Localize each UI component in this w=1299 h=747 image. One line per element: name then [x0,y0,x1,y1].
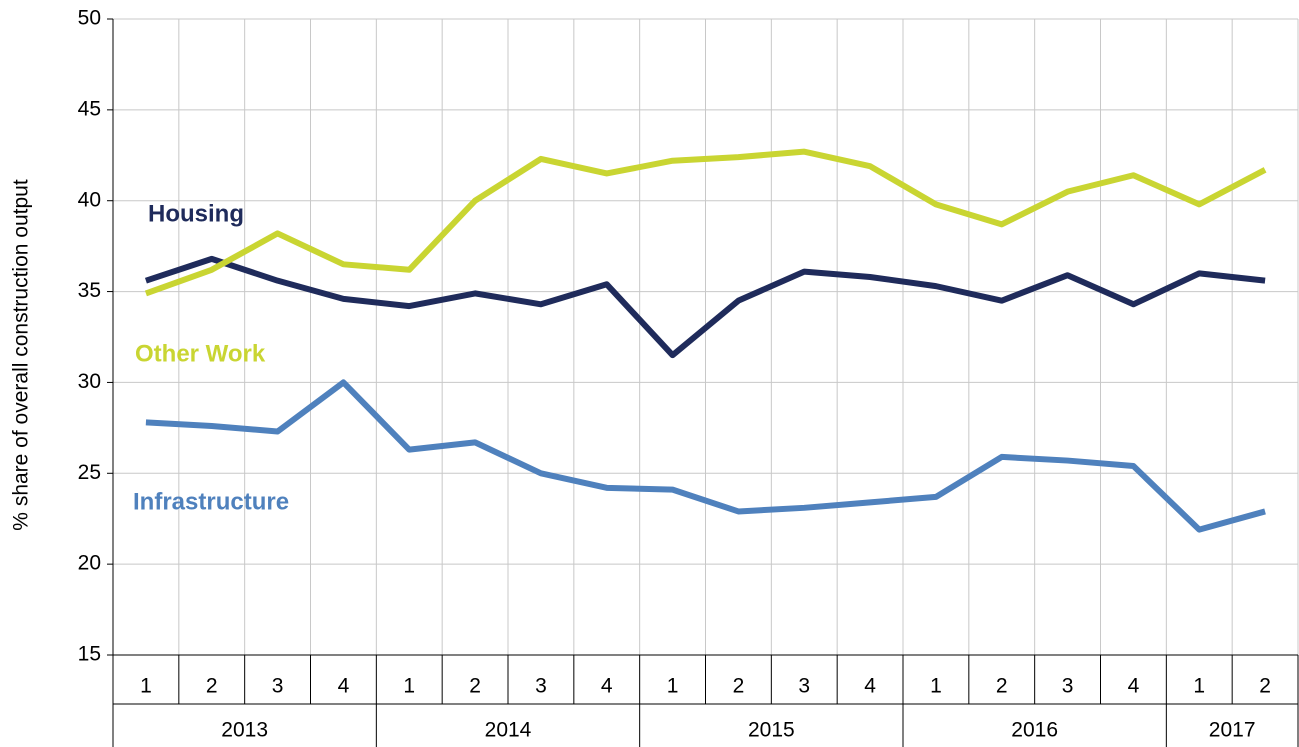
x-tick-label: 1 [667,675,679,698]
x-group-label: 2016 [1011,719,1058,742]
y-tick-label: 40 [78,188,101,211]
series-line [144,255,1266,359]
x-group-label: 2013 [221,719,268,742]
y-tick-label: 20 [78,552,101,575]
x-tick-label: 2 [996,675,1008,698]
series-label: Infrastructure [133,488,289,515]
series-label: Other Work [135,340,266,367]
x-tick-label: 2 [733,675,745,698]
x-tick-label: 3 [798,675,810,698]
x-group-label: 2014 [485,719,532,742]
y-tick-label: 25 [78,461,101,484]
x-tick-label: 4 [1128,675,1140,698]
x-tick-label: 2 [469,675,481,698]
x-tick-label: 1 [930,675,942,698]
y-tick-label: 35 [78,279,101,302]
x-tick-label: 2 [206,675,218,698]
y-tick-label: 45 [78,97,101,120]
y-tick-label: 15 [78,643,101,666]
series-label: Housing [148,200,244,227]
x-tick-label: 1 [403,675,415,698]
x-tick-label: 3 [272,675,284,698]
x-tick-label: 1 [1193,675,1205,698]
series-line [145,379,1266,533]
x-tick-label: 4 [601,675,613,698]
series-line [144,148,1267,297]
x-group-label: 2015 [748,719,795,742]
x-tick-label: 2 [1259,675,1271,698]
x-tick-label: 4 [864,675,876,698]
x-tick-label: 3 [535,675,547,698]
x-tick-label: 3 [1062,675,1074,698]
y-axis-label: % share of overall construction output [10,179,33,531]
x-tick-label: 1 [140,675,152,698]
x-tick-label: 4 [338,675,350,698]
y-tick-label: 50 [78,7,101,30]
y-tick-label: 30 [78,370,101,393]
x-group-label: 2017 [1209,719,1256,742]
